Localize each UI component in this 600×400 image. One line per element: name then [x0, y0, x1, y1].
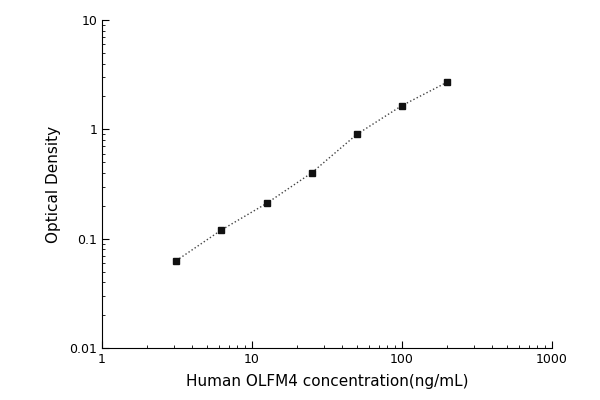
X-axis label: Human OLFM4 concentration(ng/mL): Human OLFM4 concentration(ng/mL) — [186, 374, 468, 389]
Y-axis label: Optical Density: Optical Density — [46, 126, 61, 242]
